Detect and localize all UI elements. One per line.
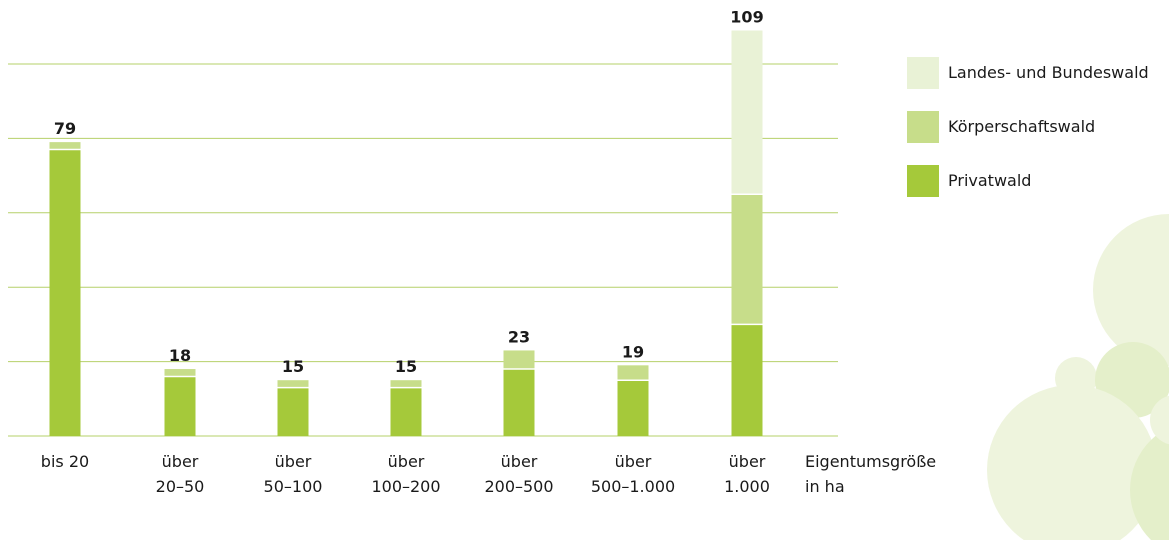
bar-segment-privatwald bbox=[277, 387, 309, 436]
legend-label: Privatwald bbox=[948, 171, 1031, 190]
deco-circle bbox=[987, 385, 1157, 540]
bar-segment-privatwald bbox=[49, 149, 81, 436]
bar-segment-koerperschaftswald bbox=[49, 142, 81, 150]
x-tick-label: über 200–500 bbox=[484, 452, 553, 496]
gridlines bbox=[8, 63, 838, 437]
bar-segment-koerperschaftswald bbox=[164, 369, 196, 377]
bar-segment-koerperschaftswald bbox=[731, 194, 763, 325]
bar-total-label: 79 bbox=[54, 119, 76, 138]
legend: Landes- und Bundeswald Körperschaftswald P… bbox=[907, 57, 1149, 197]
deco-circle bbox=[1130, 427, 1169, 540]
bar-segment-koerperschaftswald bbox=[277, 380, 309, 388]
deco-circle bbox=[1093, 214, 1169, 366]
deco-circle bbox=[1150, 395, 1169, 445]
x-axis-label: Eigentumsgröße in ha bbox=[805, 452, 936, 496]
x-tick-label: bis 20 bbox=[41, 452, 89, 471]
bar-total-label: 15 bbox=[282, 357, 304, 376]
bar-segment-privatwald bbox=[164, 376, 196, 436]
bar-totals: 79 18 15 15 23 19 109 bbox=[54, 8, 764, 377]
legend-swatch bbox=[907, 111, 939, 143]
x-tick-label: über 50–100 bbox=[264, 452, 323, 496]
x-tick-label: über 1.000 bbox=[724, 452, 770, 496]
bar-segment-koerperschaftswald bbox=[390, 380, 422, 388]
bar-segment-koerperschaftswald bbox=[503, 350, 535, 370]
x-tick-label: über 20–50 bbox=[156, 452, 205, 496]
x-tick-label: über 100–200 bbox=[371, 452, 440, 496]
bar-total-label: 23 bbox=[508, 327, 530, 346]
bars bbox=[49, 30, 763, 436]
bar-segment-koerperschaftswald bbox=[617, 365, 649, 381]
x-tick-labels: bis 20 über 20–50 über 50–100 über 100–200 über… bbox=[41, 452, 770, 496]
legend-swatch bbox=[907, 165, 939, 197]
bar-segment-privatwald bbox=[731, 324, 763, 436]
bar-segment-landes_bundeswald bbox=[731, 30, 763, 195]
bar-total-label: 109 bbox=[730, 8, 763, 27]
legend-label: Körperschaftswald bbox=[948, 117, 1095, 136]
bar-segment-privatwald bbox=[617, 380, 649, 436]
bar-segment-privatwald bbox=[390, 387, 422, 436]
x-tick-label: über 500–1.000 bbox=[591, 452, 675, 496]
bar-segment-privatwald bbox=[503, 369, 535, 436]
legend-label: Landes- und Bundeswald bbox=[948, 63, 1149, 82]
bar-total-label: 15 bbox=[395, 357, 417, 376]
legend-swatch bbox=[907, 57, 939, 89]
bar-total-label: 19 bbox=[622, 342, 644, 361]
decorative-circles bbox=[987, 214, 1169, 540]
x-axis-title: Eigentumsgröße in ha bbox=[805, 452, 936, 496]
bar-total-label: 18 bbox=[169, 346, 191, 365]
